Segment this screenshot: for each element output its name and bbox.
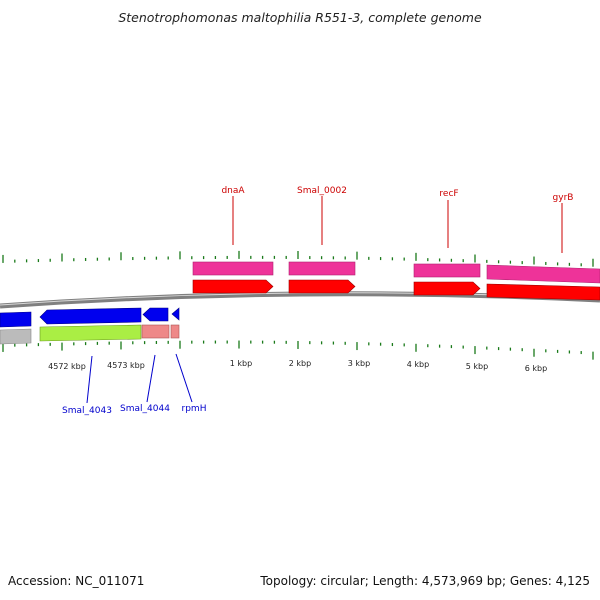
scale-label-2: 2 kbp: [289, 359, 311, 368]
map-title: Stenotrophomonas maltophilia R551-3, com…: [118, 10, 482, 25]
gene-label-recF: recF: [439, 189, 458, 199]
gene-feature-dnaA[interactable]: [192, 261, 274, 276]
scale-label-4572: 4572 kbp: [48, 362, 86, 371]
gene-feature-gyrB[interactable]: [486, 264, 600, 284]
gene-feature-rpmH[interactable]: [170, 324, 180, 339]
label-leader-rpmH: [175, 353, 193, 403]
gene-label-gyrB: gyrB: [553, 193, 574, 203]
label-leader-smal4044: [146, 354, 156, 403]
gene-label-smal4044: Smal_4044: [120, 404, 170, 414]
cds-arrow-smal4044[interactable]: [142, 307, 169, 322]
cds-arrow-smal4042[interactable]: [0, 311, 32, 328]
gene-label-smal0002: Smal_0002: [297, 186, 347, 196]
gene-feature-smal0002[interactable]: [288, 261, 356, 276]
accession-text: Accession: NC_011071: [8, 574, 145, 588]
cds-arrow-smal0002[interactable]: [288, 279, 356, 294]
cds-arrow-gyrB[interactable]: [486, 283, 600, 301]
cds-arrow-dnaA[interactable]: [192, 279, 274, 294]
scale-label-4573: 4573 kbp: [107, 361, 145, 370]
gene-label-smal4043: Smal_4043: [62, 406, 112, 416]
bottom-tick-row: [2, 340, 594, 360]
gene-feature-recF[interactable]: [413, 263, 481, 278]
cds-arrow-smal4043[interactable]: [39, 307, 142, 325]
gene-feature-smal4044[interactable]: [141, 324, 170, 339]
gene-label-dnaA: dnaA: [221, 186, 245, 196]
label-leader-smal4043: [86, 355, 93, 404]
scale-label-5: 5 kbp: [466, 362, 488, 371]
scale-label-1: 1 kbp: [230, 359, 252, 368]
top-tick-row: [2, 250, 594, 267]
scale-label-6: 6 kbp: [525, 364, 547, 373]
cds-arrow-rpmH[interactable]: [171, 307, 180, 321]
cds-arrow-recF[interactable]: [413, 281, 481, 296]
scale-label-4: 4 kbp: [407, 360, 429, 369]
genome-summary-text: Topology: circular; Length: 4,573,969 bp…: [260, 574, 590, 588]
gene-feature-smal4043[interactable]: [39, 324, 142, 342]
gene-label-rpmH: rpmH: [182, 404, 207, 414]
gene-feature-smal4042[interactable]: [0, 328, 32, 345]
scale-label-3: 3 kbp: [348, 359, 370, 368]
